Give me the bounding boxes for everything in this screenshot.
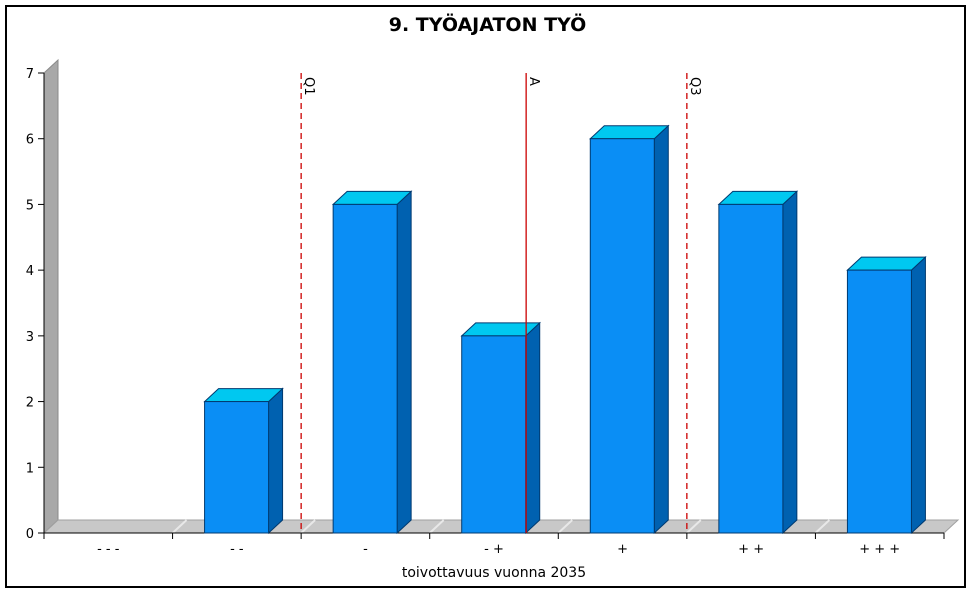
chart-side-wall — [43, 58, 59, 535]
bar — [204, 401, 270, 534]
reference-line-label: Q3 — [687, 77, 702, 96]
bar-side — [653, 124, 669, 535]
chart-title: 9. TYÖAJATON TYÖ — [388, 14, 587, 36]
bar-top — [331, 190, 413, 205]
x-category-label: - - - — [97, 542, 120, 557]
y-tick-label: 3 — [26, 330, 34, 345]
bar-top — [846, 256, 927, 271]
bar-top — [589, 125, 670, 140]
floor-divider — [686, 519, 702, 534]
y-tick-label: 2 — [26, 396, 34, 411]
x-category-label: + + + — [859, 542, 900, 557]
floor-divider — [429, 519, 445, 534]
bar-top — [460, 322, 541, 337]
bar-top — [717, 190, 799, 205]
x-category-label: - - — [230, 542, 244, 557]
y-tick-label: 4 — [26, 264, 34, 279]
bar — [718, 203, 784, 534]
y-tick-label: 6 — [26, 133, 34, 148]
floor-divider — [171, 519, 188, 534]
x-category-label: + + — [738, 542, 764, 557]
x-category-label: - — [363, 542, 368, 557]
bar-side — [782, 190, 798, 535]
reference-line-label: A — [526, 77, 541, 86]
y-tick-label: 0 — [26, 527, 34, 542]
x-category-label: - + — [484, 542, 504, 557]
reference-line-label: Q1 — [301, 77, 316, 96]
bar — [461, 335, 527, 534]
bar — [332, 203, 398, 534]
y-tick-label: 5 — [26, 198, 34, 213]
y-tick-label: 7 — [26, 67, 34, 82]
bar-side — [910, 255, 926, 535]
y-tick-label: 1 — [26, 461, 34, 476]
x-category-label: + — [617, 542, 628, 557]
bar-side — [525, 321, 541, 535]
bar-top — [203, 388, 284, 403]
bar-side — [396, 190, 412, 535]
floor-divider — [814, 519, 831, 534]
floor-divider — [557, 519, 573, 534]
bar — [846, 269, 912, 534]
bar — [589, 138, 655, 534]
floor-divider — [300, 519, 316, 534]
bar-side — [268, 387, 284, 535]
x-axis-title: toivottavuus vuonna 2035 — [402, 565, 586, 581]
